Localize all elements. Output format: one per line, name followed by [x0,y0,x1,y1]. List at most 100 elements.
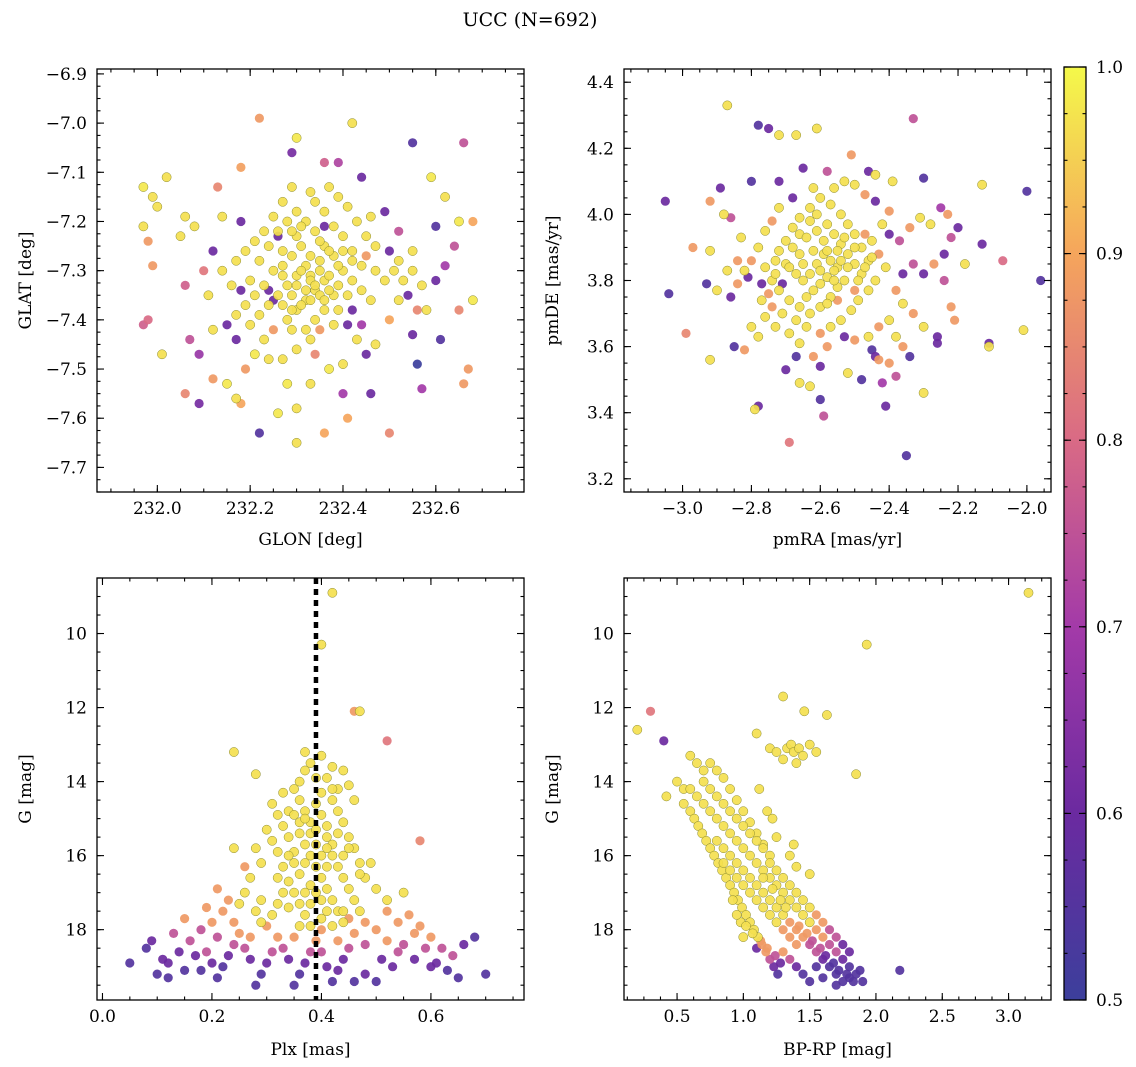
data-point [415,921,425,931]
data-point [727,895,738,905]
data-point [236,285,246,295]
data-point [791,269,802,279]
data-point [794,249,805,259]
data-point [463,364,473,374]
data-point [196,965,206,976]
data-point [449,241,459,251]
data-point [829,275,839,286]
y-tick-label: 4.2 [587,139,614,159]
data-point [788,193,798,203]
data-point [908,259,918,269]
data-point [259,226,269,237]
data-point [953,223,963,233]
data-point [758,843,769,854]
data-point [231,310,242,320]
data-point [277,196,288,207]
data-point [831,932,841,942]
data-point [278,943,288,953]
panel-pmra-pmde: −3.0 −2.8 −2.6 −2.4 −2.2 −2.0 3.2 3.4 3.6 3.8 4.0 4… [543,68,1052,550]
data-point [822,166,832,176]
data-point [319,206,330,217]
data-point [347,305,357,315]
x-tick-label: 232.6 [411,499,460,519]
data-point [884,229,894,239]
data-point [719,209,729,220]
data-point [440,192,450,202]
data-point [898,342,908,352]
data-point [327,795,338,805]
data-point [365,211,376,222]
data-point [349,976,359,987]
data-point [333,936,343,946]
data-point [733,256,743,266]
data-point [333,828,343,839]
y-tick-label: 14 [65,773,87,793]
panel-bprp-g: 0.5 1.0 1.5 2.0 2.5 3.0 10 12 14 16 18 BP-RP [mag] G… [543,577,1052,1060]
data-point [300,839,310,850]
data-point [777,308,788,319]
data-point [836,255,846,266]
data-point [291,133,302,143]
data-point [379,275,390,286]
data-point [291,344,302,355]
data-point [399,939,409,950]
data-point [370,265,381,276]
data-point [468,295,478,306]
data-point [338,817,349,828]
data-point [860,262,870,273]
data-point [398,887,409,898]
data-point [417,280,427,291]
data-point [818,973,828,983]
data-point [794,921,804,931]
data-point [161,172,172,183]
data-point [822,710,832,720]
data-point [863,331,874,342]
data-point [273,932,283,942]
data-point [919,173,929,183]
data-point [738,806,749,817]
data-point [420,943,431,953]
data-point [808,245,819,256]
data-point [185,334,195,345]
data-point [196,925,206,935]
data-point [829,183,839,193]
data-point [905,351,915,362]
data-point [849,229,860,240]
data-point [356,260,367,271]
data-point [273,408,283,419]
data-point [180,280,190,290]
x-tick-label: 232.0 [133,499,182,519]
data-point [382,736,392,746]
data-point [731,858,742,868]
data-point [746,256,757,266]
data-point [741,921,751,931]
data-point [360,939,370,950]
x-axis-label: pmRA [mas/yr] [773,530,902,550]
data-point [753,331,764,342]
data-point [407,246,418,256]
data-point [764,289,774,299]
data-point [829,229,839,240]
data-point [678,798,689,809]
data-point [908,308,918,319]
data-point [711,835,722,846]
data-point [801,292,812,302]
y-tick-label: 12 [592,699,614,719]
data-point [787,222,798,233]
data-point [254,255,265,266]
data-point [287,290,297,301]
data-point [731,813,742,824]
x-tick-label: 1.5 [796,1007,823,1027]
x-tick-label: −2.0 [1006,499,1047,519]
data-point [300,858,310,868]
data-point [289,810,299,820]
data-point [324,270,334,281]
data-point [217,265,228,276]
y-tick-label: 10 [65,625,87,645]
data-point [382,906,392,916]
data-point [932,338,943,348]
data-point [382,936,392,946]
data-point [267,910,278,920]
data-point [807,936,817,946]
data-point [287,226,297,237]
